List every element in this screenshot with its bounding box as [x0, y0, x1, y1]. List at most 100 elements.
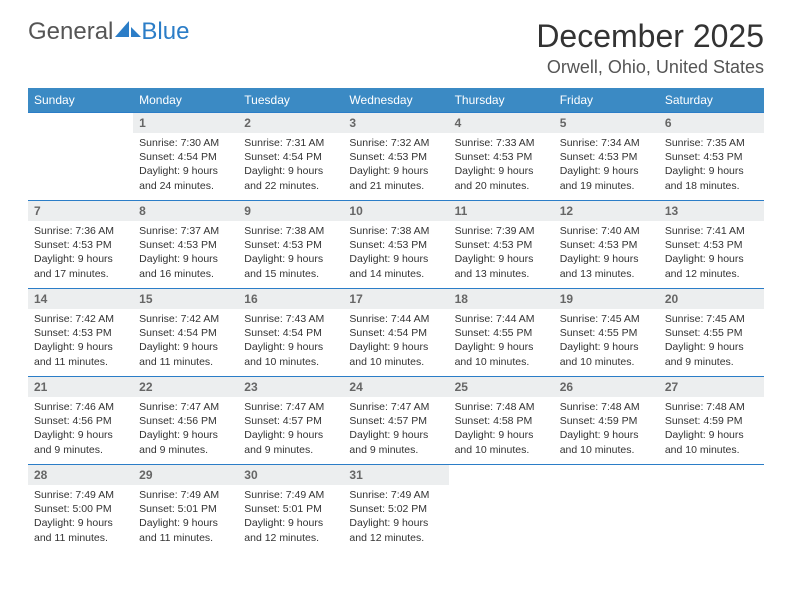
daylight-line: and 11 minutes.	[139, 355, 232, 369]
sunrise-line: Sunrise: 7:47 AM	[349, 400, 442, 414]
day-number: 8	[133, 201, 238, 221]
daylight-line: Daylight: 9 hours	[244, 516, 337, 530]
daylight-line: Daylight: 9 hours	[244, 340, 337, 354]
sunset-line: Sunset: 4:59 PM	[560, 414, 653, 428]
daylight-line: and 9 minutes.	[34, 443, 127, 457]
daylight-line: Daylight: 9 hours	[34, 340, 127, 354]
sunrise-line: Sunrise: 7:38 AM	[244, 224, 337, 238]
daylight-line: Daylight: 9 hours	[665, 340, 758, 354]
sunrise-line: Sunrise: 7:45 AM	[560, 312, 653, 326]
calendar-day: 27Sunrise: 7:48 AMSunset: 4:59 PMDayligh…	[659, 377, 764, 465]
sunset-line: Sunset: 4:53 PM	[349, 150, 442, 164]
day-details: Sunrise: 7:33 AMSunset: 4:53 PMDaylight:…	[449, 133, 554, 199]
location-label: Orwell, Ohio, United States	[536, 57, 764, 78]
day-number: 15	[133, 289, 238, 309]
calendar-day: 29Sunrise: 7:49 AMSunset: 5:01 PMDayligh…	[133, 465, 238, 553]
calendar-day: 12Sunrise: 7:40 AMSunset: 4:53 PMDayligh…	[554, 201, 659, 289]
brand-logo: General Blue	[28, 18, 189, 46]
day-number: 1	[133, 113, 238, 133]
day-number: 18	[449, 289, 554, 309]
brand-part1: General	[28, 18, 113, 46]
sunrise-line: Sunrise: 7:48 AM	[455, 400, 548, 414]
sunrise-line: Sunrise: 7:49 AM	[34, 488, 127, 502]
daylight-line: Daylight: 9 hours	[560, 164, 653, 178]
sunrise-line: Sunrise: 7:48 AM	[560, 400, 653, 414]
sunset-line: Sunset: 4:53 PM	[665, 150, 758, 164]
sunset-line: Sunset: 5:01 PM	[139, 502, 232, 516]
weekday-header: Saturday	[659, 88, 764, 113]
calendar-day: 21Sunrise: 7:46 AMSunset: 4:56 PMDayligh…	[28, 377, 133, 465]
calendar-day: 10Sunrise: 7:38 AMSunset: 4:53 PMDayligh…	[343, 201, 448, 289]
daylight-line: and 9 minutes.	[244, 443, 337, 457]
sunrise-line: Sunrise: 7:30 AM	[139, 136, 232, 150]
sunset-line: Sunset: 4:53 PM	[560, 238, 653, 252]
sunrise-line: Sunrise: 7:47 AM	[139, 400, 232, 414]
calendar-day: 6Sunrise: 7:35 AMSunset: 4:53 PMDaylight…	[659, 113, 764, 201]
day-details: Sunrise: 7:45 AMSunset: 4:55 PMDaylight:…	[554, 309, 659, 375]
day-number: 9	[238, 201, 343, 221]
calendar-day: 23Sunrise: 7:47 AMSunset: 4:57 PMDayligh…	[238, 377, 343, 465]
daylight-line: and 12 minutes.	[665, 267, 758, 281]
daylight-line: and 11 minutes.	[34, 531, 127, 545]
sunrise-line: Sunrise: 7:41 AM	[665, 224, 758, 238]
day-number: 16	[238, 289, 343, 309]
daylight-line: and 10 minutes.	[244, 355, 337, 369]
sunset-line: Sunset: 4:53 PM	[34, 326, 127, 340]
day-number: 27	[659, 377, 764, 397]
daylight-line: and 16 minutes.	[139, 267, 232, 281]
daylight-line: Daylight: 9 hours	[455, 428, 548, 442]
day-details: Sunrise: 7:31 AMSunset: 4:54 PMDaylight:…	[238, 133, 343, 199]
day-number: 14	[28, 289, 133, 309]
daylight-line: and 15 minutes.	[244, 267, 337, 281]
sunrise-line: Sunrise: 7:39 AM	[455, 224, 548, 238]
daylight-line: and 10 minutes.	[455, 355, 548, 369]
calendar-day: 17Sunrise: 7:44 AMSunset: 4:54 PMDayligh…	[343, 289, 448, 377]
day-details: Sunrise: 7:46 AMSunset: 4:56 PMDaylight:…	[28, 397, 133, 463]
daylight-line: and 10 minutes.	[560, 355, 653, 369]
calendar-week: 14Sunrise: 7:42 AMSunset: 4:53 PMDayligh…	[28, 289, 764, 377]
daylight-line: and 18 minutes.	[665, 179, 758, 193]
calendar-table: SundayMondayTuesdayWednesdayThursdayFrid…	[28, 88, 764, 553]
sunset-line: Sunset: 5:00 PM	[34, 502, 127, 516]
daylight-line: Daylight: 9 hours	[34, 428, 127, 442]
calendar-day: 19Sunrise: 7:45 AMSunset: 4:55 PMDayligh…	[554, 289, 659, 377]
calendar-day: 5Sunrise: 7:34 AMSunset: 4:53 PMDaylight…	[554, 113, 659, 201]
day-details: Sunrise: 7:40 AMSunset: 4:53 PMDaylight:…	[554, 221, 659, 287]
calendar-week: 7Sunrise: 7:36 AMSunset: 4:53 PMDaylight…	[28, 201, 764, 289]
daylight-line: and 24 minutes.	[139, 179, 232, 193]
daylight-line: Daylight: 9 hours	[349, 164, 442, 178]
day-number: 21	[28, 377, 133, 397]
calendar-day: 25Sunrise: 7:48 AMSunset: 4:58 PMDayligh…	[449, 377, 554, 465]
sunset-line: Sunset: 5:02 PM	[349, 502, 442, 516]
day-details: Sunrise: 7:36 AMSunset: 4:53 PMDaylight:…	[28, 221, 133, 287]
day-details: Sunrise: 7:47 AMSunset: 4:57 PMDaylight:…	[238, 397, 343, 463]
brand-part2: Blue	[141, 18, 189, 46]
daylight-line: and 12 minutes.	[349, 531, 442, 545]
daylight-line: and 9 minutes.	[139, 443, 232, 457]
calendar-day: 4Sunrise: 7:33 AMSunset: 4:53 PMDaylight…	[449, 113, 554, 201]
daylight-line: Daylight: 9 hours	[560, 340, 653, 354]
daylight-line: Daylight: 9 hours	[349, 340, 442, 354]
sunset-line: Sunset: 4:56 PM	[34, 414, 127, 428]
day-details: Sunrise: 7:42 AMSunset: 4:54 PMDaylight:…	[133, 309, 238, 375]
sunrise-line: Sunrise: 7:42 AM	[139, 312, 232, 326]
sunrise-line: Sunrise: 7:40 AM	[560, 224, 653, 238]
sunset-line: Sunset: 4:53 PM	[139, 238, 232, 252]
calendar-week: 21Sunrise: 7:46 AMSunset: 4:56 PMDayligh…	[28, 377, 764, 465]
day-number: 13	[659, 201, 764, 221]
daylight-line: and 14 minutes.	[349, 267, 442, 281]
calendar-day: 1Sunrise: 7:30 AMSunset: 4:54 PMDaylight…	[133, 113, 238, 201]
calendar-day: ..	[28, 113, 133, 201]
calendar-day: 24Sunrise: 7:47 AMSunset: 4:57 PMDayligh…	[343, 377, 448, 465]
daylight-line: Daylight: 9 hours	[349, 252, 442, 266]
daylight-line: Daylight: 9 hours	[244, 164, 337, 178]
daylight-line: and 11 minutes.	[34, 355, 127, 369]
daylight-line: Daylight: 9 hours	[560, 428, 653, 442]
title-block: December 2025 Orwell, Ohio, United State…	[536, 18, 764, 78]
daylight-line: Daylight: 9 hours	[244, 252, 337, 266]
day-number: 25	[449, 377, 554, 397]
day-number: 28	[28, 465, 133, 485]
calendar-head: SundayMondayTuesdayWednesdayThursdayFrid…	[28, 88, 764, 113]
page-header: General Blue December 2025 Orwell, Ohio,…	[28, 18, 764, 78]
weekday-header: Tuesday	[238, 88, 343, 113]
